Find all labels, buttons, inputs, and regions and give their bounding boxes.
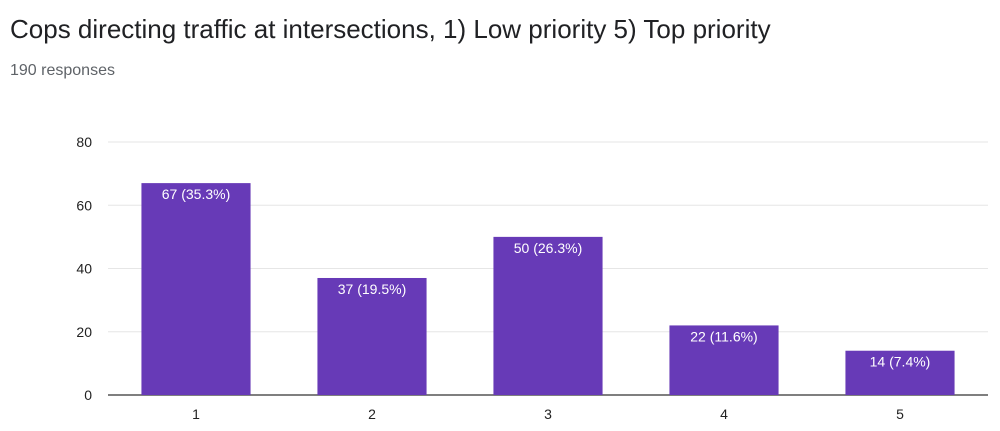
chart-title: Cops directing traffic at intersections,… xyxy=(10,14,771,44)
x-tick-label: 2 xyxy=(368,406,376,422)
x-tick-label: 1 xyxy=(192,406,200,422)
bar xyxy=(317,277,427,395)
bar xyxy=(845,350,955,395)
bar-data-label: 14 (7.4%) xyxy=(870,354,931,370)
bar xyxy=(669,325,779,395)
y-tick-label: 20 xyxy=(76,324,92,340)
y-tick-label: 60 xyxy=(76,197,92,213)
bar-data-label: 67 (35.3%) xyxy=(162,186,230,202)
bar xyxy=(493,236,603,395)
x-axis-ticks: 1 2 3 4 5 xyxy=(192,406,904,422)
y-tick-label: 80 xyxy=(76,134,92,150)
bar-data-label: 37 (19.5%) xyxy=(338,281,406,297)
response-count: 190 responses xyxy=(10,62,115,79)
bar-data-label: 22 (11.6%) xyxy=(690,328,757,344)
data-labels: 67 (35.3%) 37 (19.5%) 50 (26.3%) 22 (11.6%)… xyxy=(162,186,931,370)
bars xyxy=(141,183,955,395)
y-axis-ticks: 0 20 40 60 80 xyxy=(76,134,92,403)
x-tick-label: 5 xyxy=(896,406,904,422)
x-tick-label: 3 xyxy=(544,406,552,422)
bar-data-label: 50 (26.3%) xyxy=(514,240,582,256)
x-tick-label: 4 xyxy=(720,406,728,422)
bar xyxy=(141,183,251,395)
y-tick-label: 40 xyxy=(76,261,92,277)
y-tick-label: 0 xyxy=(84,387,92,403)
